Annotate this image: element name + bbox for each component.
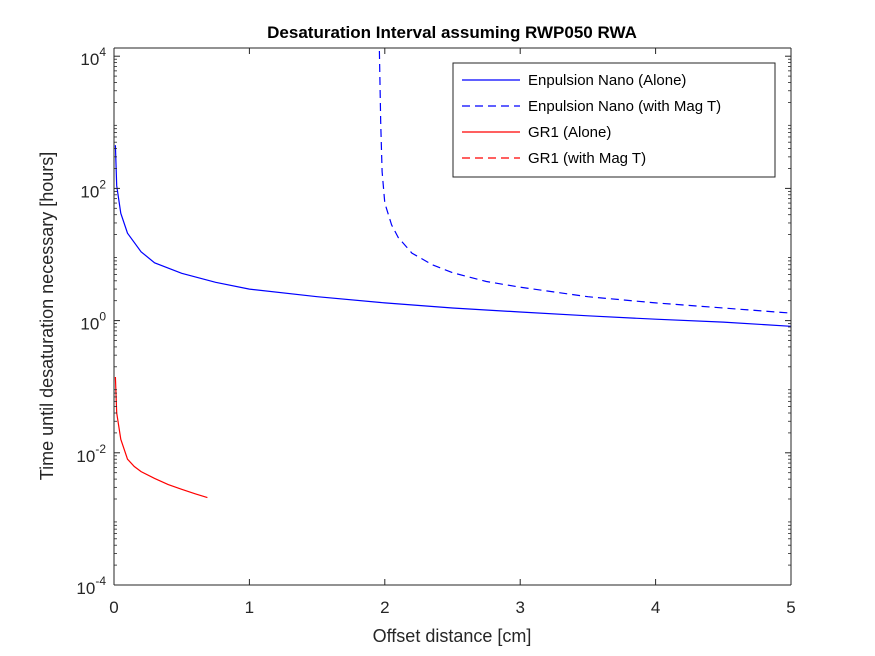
y-tick-label: 10-2 (76, 442, 106, 466)
legend-label-4: GR1 (with Mag T) (528, 150, 646, 167)
legend-label-3: GR1 (Alone) (528, 124, 611, 141)
y-tick-base: 10 (80, 315, 99, 334)
series-line-2 (378, 50, 791, 314)
series-line-3 (114, 376, 208, 499)
x-tick-label: 0 (109, 598, 118, 617)
y-tick-base: 10 (76, 447, 95, 466)
y-tick-label: 100 (80, 310, 106, 334)
series-line-1 (114, 145, 791, 327)
y-tick-base: 10 (76, 579, 95, 598)
y-tick-label: 10-4 (76, 574, 106, 598)
chart-title: Desaturation Interval assuming RWP050 RW… (267, 23, 637, 42)
y-tick-exponent: 2 (99, 177, 106, 191)
x-tick-label: 1 (245, 598, 254, 617)
y-tick-exponent: -2 (95, 442, 106, 456)
y-tick-base: 10 (80, 50, 99, 69)
y-tick-exponent: 0 (99, 310, 106, 324)
y-tick-label: 102 (80, 177, 106, 201)
x-tick-label: 4 (651, 598, 660, 617)
legend-label-1: Enpulsion Nano (Alone) (528, 72, 686, 89)
series-layer (114, 50, 791, 499)
y-tick-exponent: 4 (99, 45, 106, 59)
y-tick-exponent: -4 (95, 574, 106, 588)
x-tick-label: 5 (786, 598, 795, 617)
x-tick-label: 3 (515, 598, 524, 617)
y-axis-label: Time until desaturation necessary [hours… (37, 152, 57, 481)
y-tick-base: 10 (80, 182, 99, 201)
x-tick-label: 2 (380, 598, 389, 617)
axes-box (113, 47, 792, 586)
legend-label-2: Enpulsion Nano (with Mag T) (528, 98, 721, 115)
legend: Enpulsion Nano (Alone) Enpulsion Nano (wi… (452, 62, 776, 178)
x-axis-label: Offset distance [cm] (373, 626, 532, 646)
y-tick-label: 104 (80, 45, 106, 69)
